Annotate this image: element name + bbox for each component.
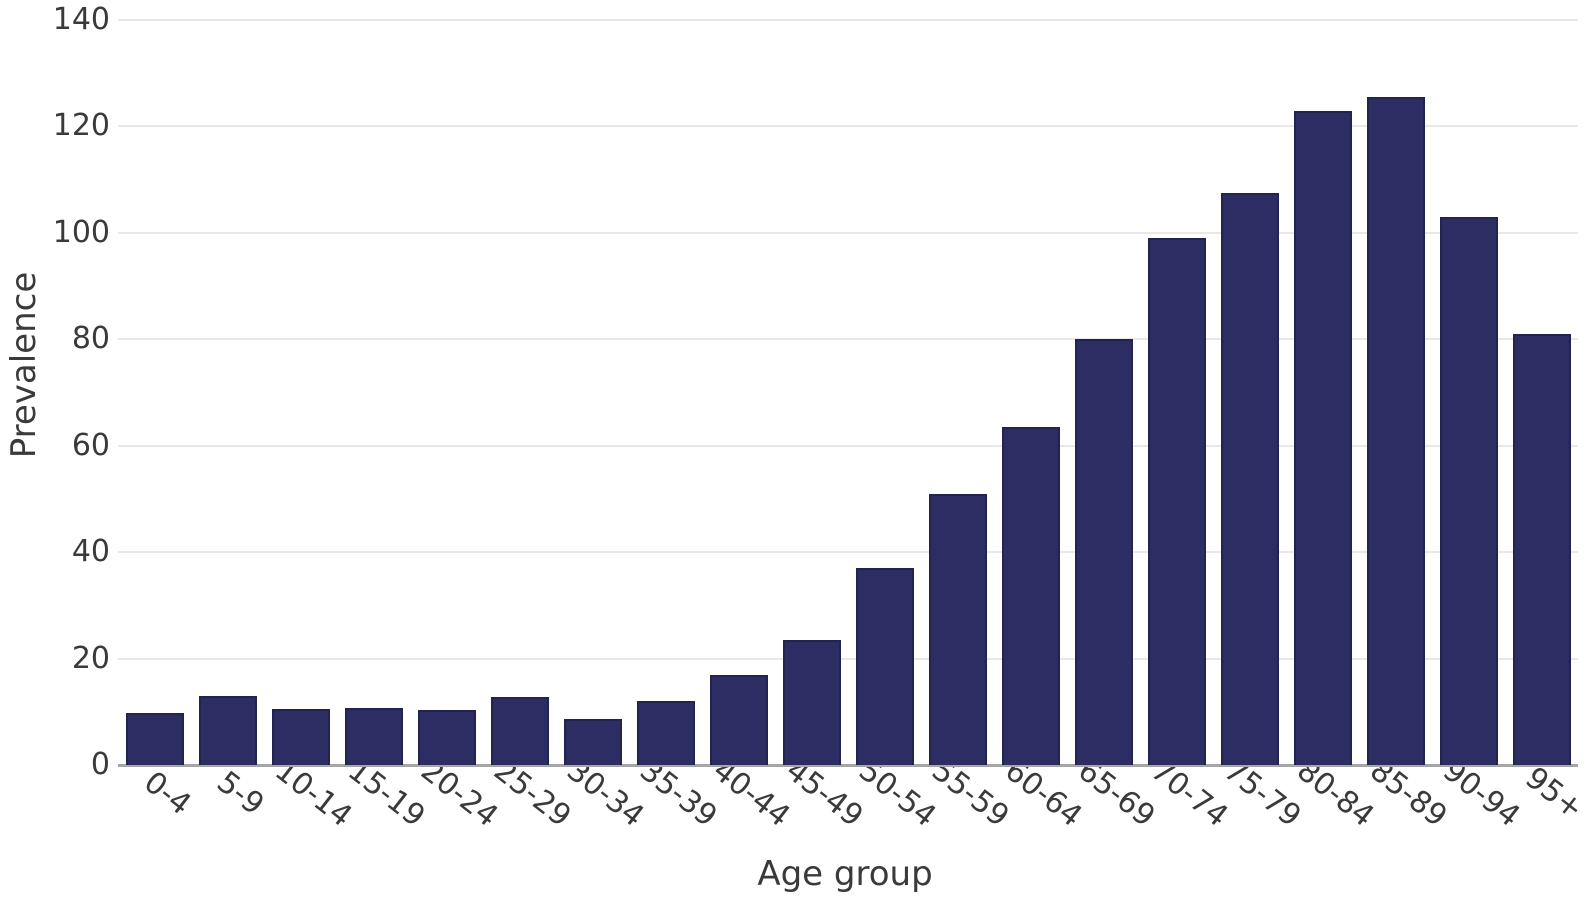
- gridline-y120: [118, 125, 1578, 128]
- x-tick-label-95+: 95+: [1518, 760, 1588, 827]
- y-tick-label-140: 140: [52, 2, 110, 37]
- x-tick-label-0-4: 0-4: [137, 764, 198, 823]
- bar-55-59: [929, 493, 987, 765]
- bar-30-34: [564, 719, 622, 765]
- bar-80-84: [1294, 110, 1352, 765]
- bar-95+: [1513, 334, 1571, 765]
- gridline-y140: [118, 19, 1578, 21]
- x-tick-label-5-9: 5-9: [210, 764, 271, 823]
- bar-40-44: [710, 674, 768, 765]
- bar-5-9: [199, 695, 257, 765]
- bar-15-19: [345, 707, 403, 765]
- bar-90-94: [1440, 216, 1498, 765]
- x-axis-label: Age group: [757, 854, 933, 894]
- bar-65-69: [1075, 339, 1133, 765]
- bar-20-24: [418, 710, 476, 765]
- y-tick-label-0: 0: [90, 747, 110, 782]
- gridline-y100: [118, 231, 1578, 234]
- y-tick-label-60: 60: [71, 427, 110, 463]
- bar-35-39: [637, 700, 695, 765]
- gridline-y60: [118, 444, 1578, 447]
- bar-0-4: [126, 712, 184, 766]
- y-tick-label-120: 120: [52, 108, 110, 144]
- y-tick-label-20: 20: [71, 640, 110, 676]
- x-axis-line: [118, 764, 1578, 767]
- gridline-y80: [118, 338, 1578, 341]
- bar-85-89: [1367, 97, 1425, 765]
- y-axis-label: Prevalence: [4, 271, 44, 459]
- bar-75-79: [1221, 192, 1279, 765]
- bar-25-29: [491, 697, 549, 765]
- bar-10-14: [272, 709, 330, 765]
- bar-60-64: [1002, 427, 1060, 765]
- bar-50-54: [856, 568, 914, 765]
- y-tick-label-80: 80: [71, 321, 110, 357]
- gridline-y20: [118, 657, 1578, 660]
- y-tick-label-100: 100: [52, 214, 110, 250]
- gridline-y40: [118, 551, 1578, 554]
- bar-70-74: [1148, 238, 1206, 765]
- bar-45-49: [783, 639, 841, 765]
- y-tick-label-40: 40: [71, 534, 110, 570]
